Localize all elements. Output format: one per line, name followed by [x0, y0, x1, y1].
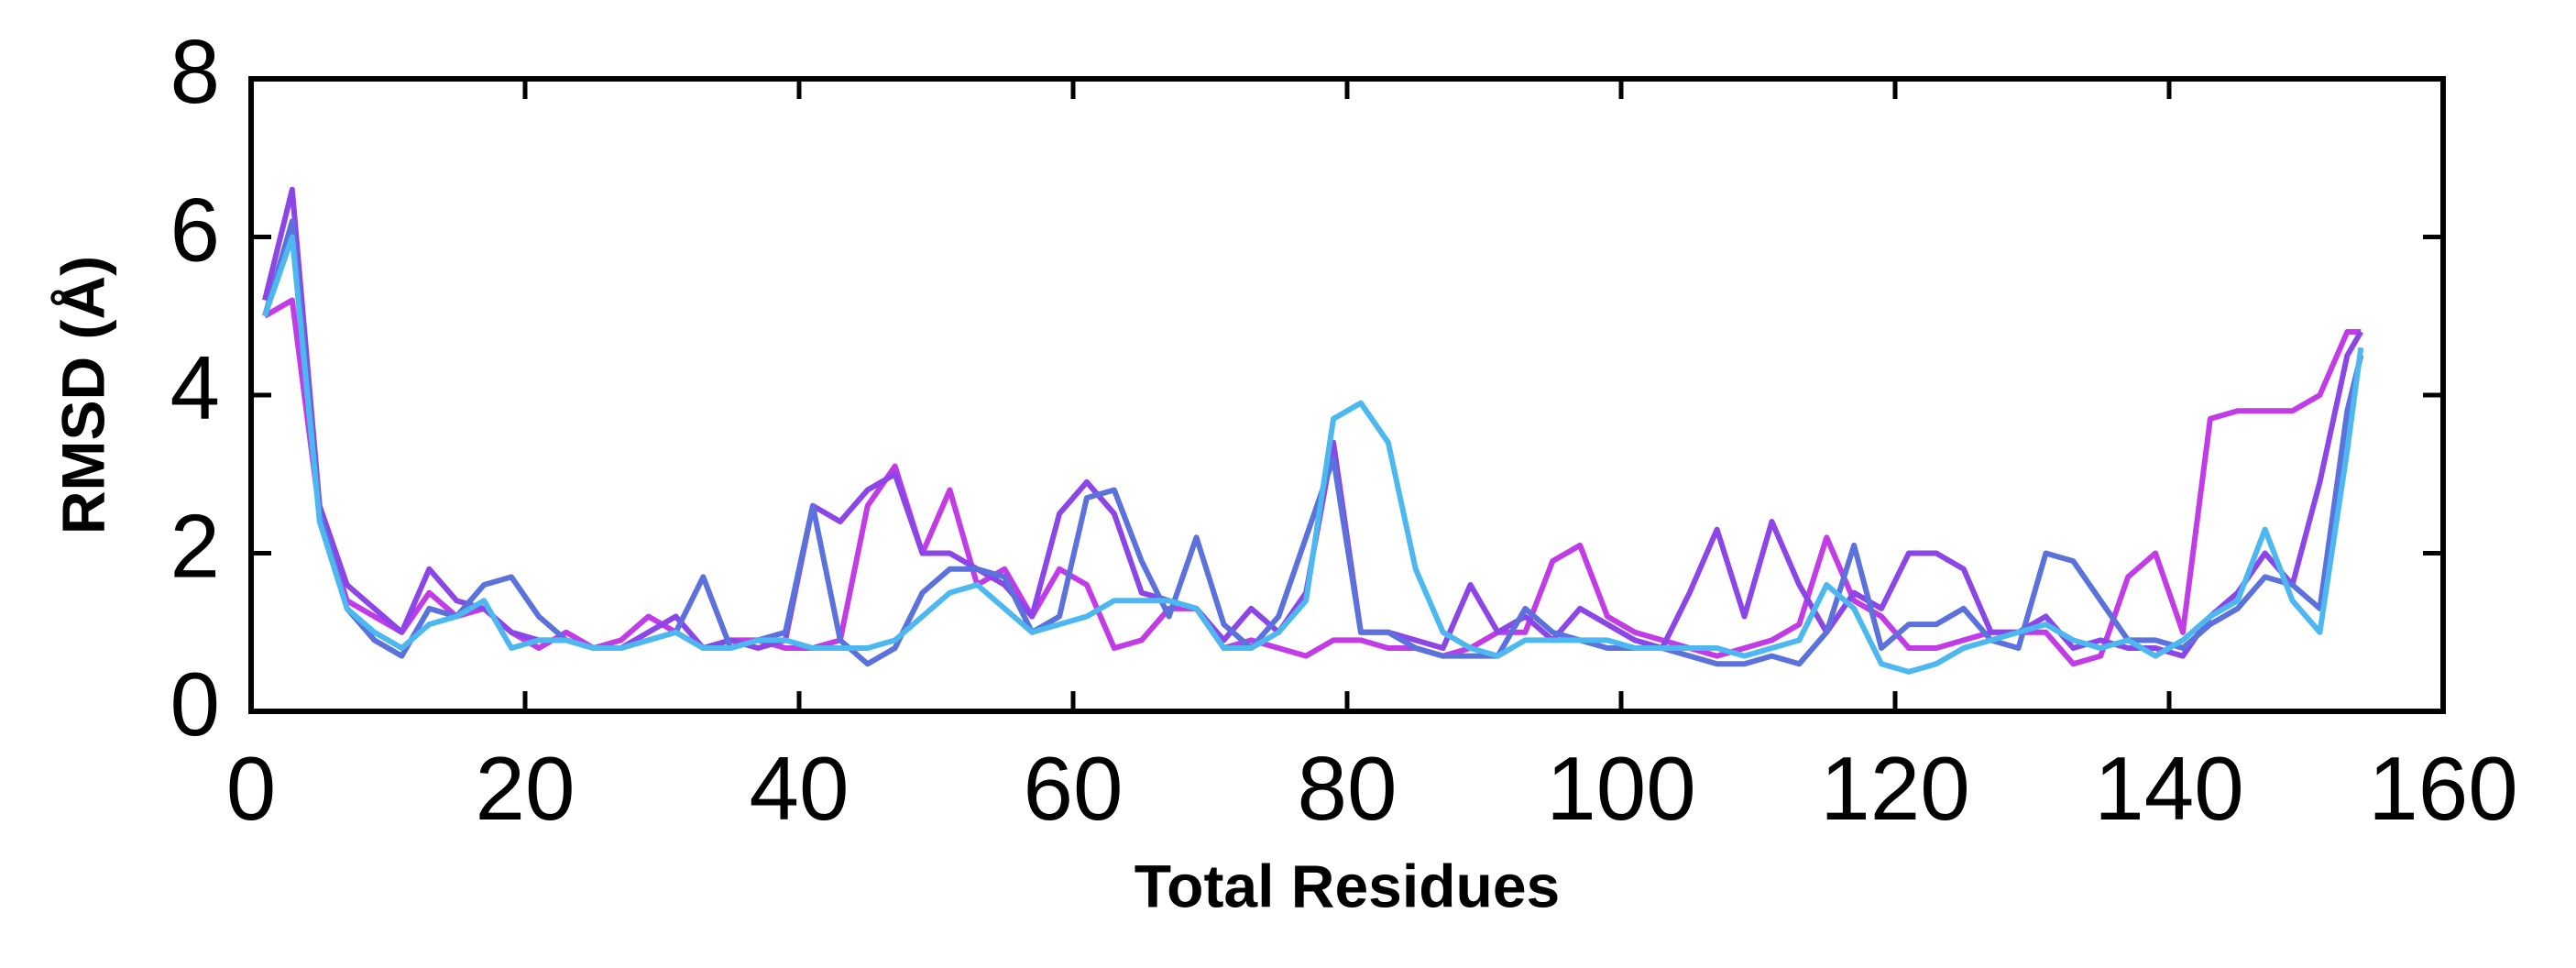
x-tick-label: 20 — [475, 738, 575, 839]
x-tick-label: 160 — [2368, 738, 2518, 839]
x-tick-label: 100 — [1546, 738, 1696, 839]
series-line — [263, 297, 2362, 667]
series-line — [262, 234, 2364, 675]
y-tick-label: 6 — [170, 179, 220, 280]
y-tick-label: 8 — [170, 21, 220, 122]
x-tick-label: 140 — [2094, 738, 2244, 839]
plot-frame — [248, 76, 2446, 714]
series-line — [262, 218, 2364, 667]
x-tick-label: 40 — [749, 738, 849, 839]
x-axis-label: Total Residues — [1135, 852, 1561, 919]
y-tick-label: 0 — [170, 654, 220, 754]
y-axis-label: RMSD (Å) — [49, 256, 116, 534]
y-tick-label: 4 — [170, 337, 220, 438]
x-tick-label: 60 — [1023, 738, 1123, 839]
series-line — [262, 186, 2363, 659]
x-tick-label: 80 — [1297, 738, 1397, 839]
x-tick-label: 0 — [226, 738, 277, 839]
y-tick-label: 2 — [170, 495, 220, 596]
x-tick-label: 120 — [1820, 738, 1970, 839]
